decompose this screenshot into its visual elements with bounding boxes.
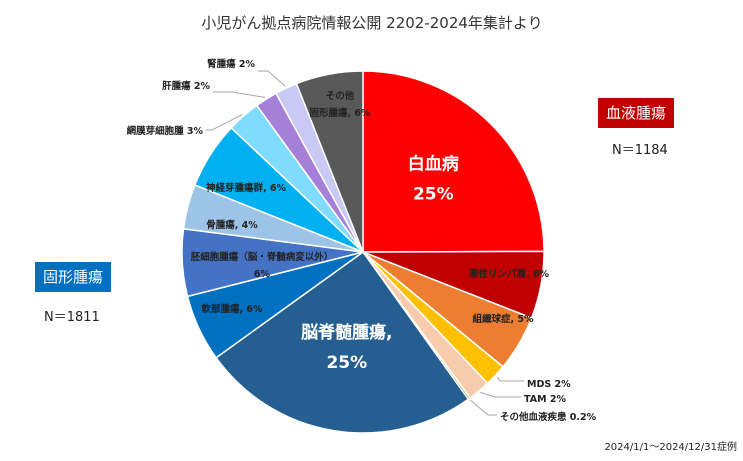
slice-category-label: 胚細胞腫瘍（脳・脊髄病変以外）	[191, 251, 334, 263]
slice-data-label: 軟部腫瘍, 6%	[201, 303, 263, 315]
slice-data-label: 悪性リンパ腫, 6%	[469, 268, 550, 280]
slice-category-label: その他	[326, 90, 355, 102]
slice-data-label: 神経芽腫瘍群, 6%	[206, 182, 287, 194]
slice-data-label: 腎腫瘍 2%	[207, 58, 255, 70]
slice-value-label: 25%	[413, 185, 454, 205]
slice-data-label: MDS 2%	[527, 379, 571, 390]
slice-labels: 白血病 25% 悪性リンパ腫, 6% 組織球症, 5% MDS 2% TAM 2% その他血…	[127, 58, 597, 423]
leader-line	[258, 70, 286, 87]
slice-category-label: 脳脊髄腫瘍,	[301, 322, 392, 343]
leader-line	[213, 91, 266, 98]
pie-slices	[181, 70, 545, 434]
leader-line	[206, 114, 243, 131]
pie-slice	[295, 70, 364, 253]
leader-lines	[206, 70, 524, 416]
slice-value-label: 6%	[254, 269, 271, 280]
leader-line	[470, 399, 497, 416]
blood-group-count: N＝1184	[612, 143, 668, 158]
slice-value-label: 固形腫瘍, 6%	[309, 107, 371, 119]
leader-line	[480, 391, 521, 398]
solid-group-count: N＝1811	[44, 310, 100, 325]
slice-data-label: 骨腫瘍, 4%	[206, 219, 258, 231]
slice-data-label: その他血液疾患 0.2%	[500, 411, 597, 423]
pie-slice	[215, 250, 470, 434]
slice-category-label: 白血病	[408, 154, 459, 175]
blood-group-label: 血液腫瘍	[598, 98, 675, 128]
chart-title: 小児がん拠点病院情報公開 2202-2024年集計より	[201, 14, 542, 32]
slice-data-label: 肝腫瘍 2%	[162, 80, 210, 92]
solid-group-label: 固形腫瘍	[35, 262, 112, 292]
slice-data-label: 組織球症, 5%	[472, 313, 534, 325]
pie-slice	[362, 70, 545, 253]
leader-line	[496, 376, 524, 382]
slice-data-label: 網膜芽細胞腫 3%	[127, 125, 204, 137]
slice-data-label: TAM 2%	[524, 394, 566, 405]
period-note: 2024/1/1～2024/12/31症例	[604, 442, 737, 453]
slice-value-label: 25%	[326, 353, 367, 373]
